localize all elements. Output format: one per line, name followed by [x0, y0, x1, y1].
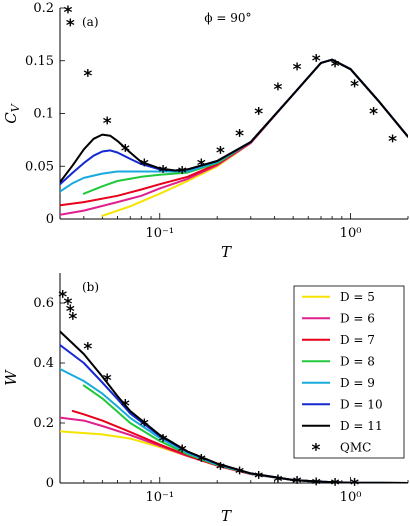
y-tick-label: 0.1: [33, 107, 54, 122]
qmc-point: *: [63, 295, 72, 315]
qmc-point: *: [350, 77, 359, 97]
panel-label: (a): [82, 15, 99, 29]
y-tick-label: 0.4: [33, 356, 54, 371]
legend: D = 5 D = 6 D = 7 D = 8 D = 9 D = 10 D = 11 * QM…: [293, 285, 405, 460]
x-tick-label: 10⁰: [340, 226, 362, 241]
qmc-point: *: [178, 442, 187, 462]
legend-label: D = 10: [340, 397, 383, 411]
legend-label: D = 11: [340, 419, 383, 433]
qmc-point: *: [140, 156, 149, 176]
qmc-point: *: [235, 127, 244, 147]
qmc-point: *: [103, 371, 112, 391]
qmc-point: *: [312, 52, 321, 72]
y-tick-label: 0.05: [25, 159, 54, 174]
qmc-point: *: [312, 475, 321, 495]
panel-label: (b): [82, 280, 99, 294]
legend-item-qmc: * QMC: [312, 440, 372, 460]
qmc-point: *: [254, 469, 263, 489]
qmc-point: *: [273, 472, 282, 492]
qmc-point: *: [216, 143, 225, 163]
legend-label: QMC: [340, 440, 371, 454]
x-axis-title: T: [221, 243, 232, 261]
y-tick-label: 0.2: [33, 416, 54, 431]
x-axis-title: T: [221, 507, 232, 525]
y-tick-label: 0: [46, 476, 54, 491]
legend-item: D = 7: [302, 333, 375, 347]
qmc-point: *: [293, 474, 302, 494]
qmc-point: *: [83, 340, 92, 360]
qmc-point: *: [178, 163, 187, 183]
series-lines: [60, 58, 408, 217]
x-tick-label: 10⁻¹: [145, 490, 174, 505]
legend-item: D = 9: [302, 376, 375, 390]
legend-label: D = 9: [340, 376, 375, 390]
qmc-point: *: [235, 464, 244, 484]
legend-qmc-marker: *: [312, 440, 321, 460]
qmc-point: *: [388, 132, 397, 152]
y-tick-label: 0.2: [33, 1, 54, 16]
phi-annotation: ϕ = 90°: [204, 11, 251, 25]
legend-label: D = 5: [340, 290, 375, 304]
qmc-point: *: [197, 451, 206, 471]
qmc-point: *: [369, 104, 378, 124]
series-line-d11: [60, 58, 408, 184]
legend-item: D = 10: [302, 397, 383, 411]
y-tick-label: 0: [46, 212, 54, 227]
legend-label: D = 7: [340, 333, 375, 347]
qmc-point: *: [103, 114, 112, 134]
qmc-point: *: [121, 141, 130, 161]
qmc-point: *: [121, 397, 130, 417]
legend-item: D = 5: [302, 290, 375, 304]
legend-item: D = 8: [302, 354, 375, 368]
legend-box: [293, 285, 405, 459]
qmc-point: *: [293, 60, 302, 80]
qmc-point: *: [140, 416, 149, 436]
legend-item: D = 6: [302, 311, 375, 325]
qmc-point: *: [159, 432, 168, 452]
y-tick-label: 0.15: [25, 54, 54, 69]
qmc-point: *: [63, 3, 72, 23]
y-axis-title: CV: [2, 103, 22, 123]
qmc-point: *: [350, 476, 359, 496]
y-tick-label: 0.6: [33, 296, 54, 311]
qmc-point: *: [66, 16, 75, 36]
qmc-point: *: [254, 104, 263, 124]
legend-label: D = 8: [340, 354, 375, 368]
qmc-point: *: [331, 57, 340, 77]
qmc-point: *: [58, 288, 67, 308]
series-line-d11: [60, 330, 408, 483]
qmc-point: *: [331, 475, 340, 495]
x-tick-label: 10⁻¹: [145, 226, 174, 241]
qmc-point: *: [159, 162, 168, 182]
x-tick-label: 10⁰: [340, 490, 362, 505]
qmc-point: *: [66, 302, 75, 322]
legend-item: D = 11: [302, 419, 383, 433]
qmc-point: *: [68, 310, 77, 330]
series-lines: [60, 330, 408, 483]
y-axis-title: W: [2, 369, 20, 386]
qmc-point: *: [83, 66, 92, 86]
legend-label: D = 6: [340, 311, 375, 325]
qmc-point: *: [273, 80, 282, 100]
qmc-point: *: [216, 460, 225, 480]
qmc-point: *: [197, 156, 206, 176]
